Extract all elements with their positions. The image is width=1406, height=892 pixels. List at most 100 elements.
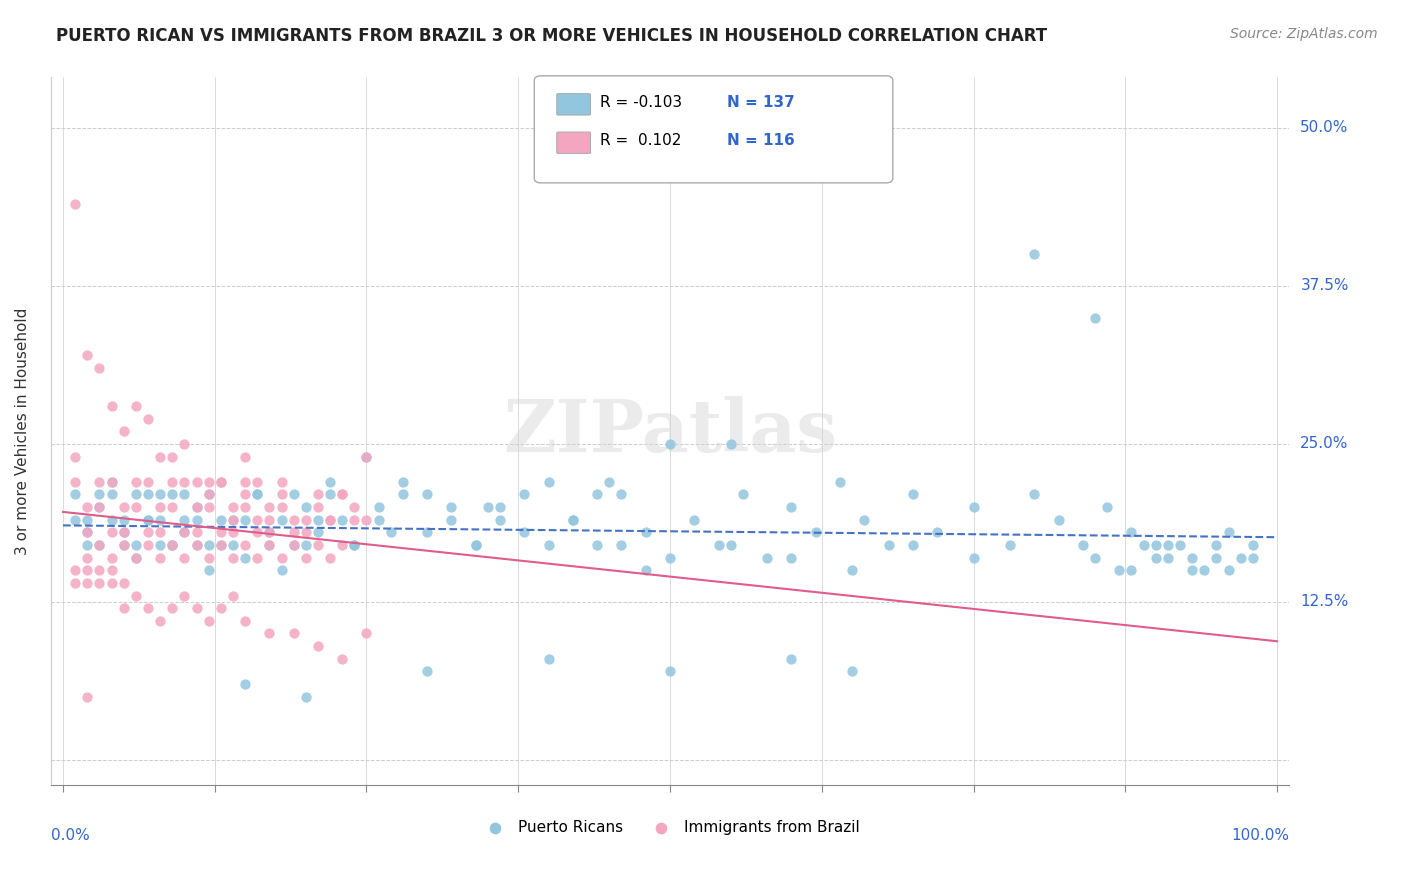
Point [112,601,135,615]
Point [149,525,172,540]
Point [89,538,111,552]
Point [112,538,135,552]
Point [1229,550,1251,565]
Y-axis label: 3 or more Vehicles in Household: 3 or more Vehicles in Household [15,308,30,555]
Point [330,513,353,527]
Point [233,614,256,628]
Point [343,500,366,514]
Point [561,513,583,527]
Point [294,690,316,704]
Point [270,550,292,565]
Point [222,500,245,514]
Point [877,538,900,552]
Point [222,513,245,527]
Point [162,487,184,501]
Text: 0.0%: 0.0% [51,828,90,843]
Point [440,500,463,514]
Point [259,538,281,552]
Point [307,513,329,527]
Point [136,601,159,615]
Point [209,538,232,552]
Point [319,487,342,501]
Point [173,525,195,540]
Point [63,575,86,590]
Point [162,538,184,552]
Point [392,487,415,501]
Point [197,538,219,552]
Point [125,538,148,552]
Point [586,487,609,501]
Point [537,651,560,665]
Point [598,475,620,489]
Point [1047,513,1070,527]
Point [100,525,122,540]
Point [804,525,827,540]
Point [197,563,219,577]
Point [283,626,305,640]
Point [259,538,281,552]
Point [1084,550,1107,565]
Point [330,651,353,665]
Point [343,513,366,527]
Point [307,538,329,552]
Text: R = -0.103: R = -0.103 [600,95,682,110]
Point [173,589,195,603]
Point [259,500,281,514]
Point [259,525,281,540]
Point [659,550,682,565]
Point [112,513,135,527]
Point [259,525,281,540]
Point [233,550,256,565]
Point [283,538,305,552]
Point [125,399,148,413]
Point [233,677,256,691]
Point [186,513,208,527]
Point [998,538,1021,552]
Point [513,525,536,540]
Point [756,550,779,565]
Point [197,475,219,489]
Point [259,626,281,640]
Point [489,513,512,527]
Point [477,500,499,514]
Point [307,500,329,514]
Point [283,487,305,501]
Point [294,525,316,540]
Point [112,538,135,552]
Point [186,500,208,514]
Point [233,513,256,527]
Point [89,500,111,514]
Point [209,525,232,540]
Point [100,487,122,501]
Point [246,475,269,489]
Point [186,601,208,615]
Point [76,525,98,540]
Text: Source: ZipAtlas.com: Source: ZipAtlas.com [1230,27,1378,41]
Point [112,575,135,590]
Point [319,475,342,489]
Point [89,563,111,577]
Point [1168,538,1191,552]
Point [162,538,184,552]
Point [89,487,111,501]
Point [209,475,232,489]
Point [1071,538,1094,552]
Point [610,538,633,552]
Point [173,550,195,565]
Point [246,550,269,565]
Point [112,525,135,540]
Point [659,665,682,679]
Point [1084,310,1107,325]
Point [209,538,232,552]
Point [962,550,984,565]
Point [233,538,256,552]
Point [270,475,292,489]
Point [343,538,366,552]
Point [136,487,159,501]
Point [464,538,486,552]
Point [731,487,754,501]
Point [307,639,329,653]
Point [330,487,353,501]
Point [780,550,803,565]
Point [100,513,122,527]
